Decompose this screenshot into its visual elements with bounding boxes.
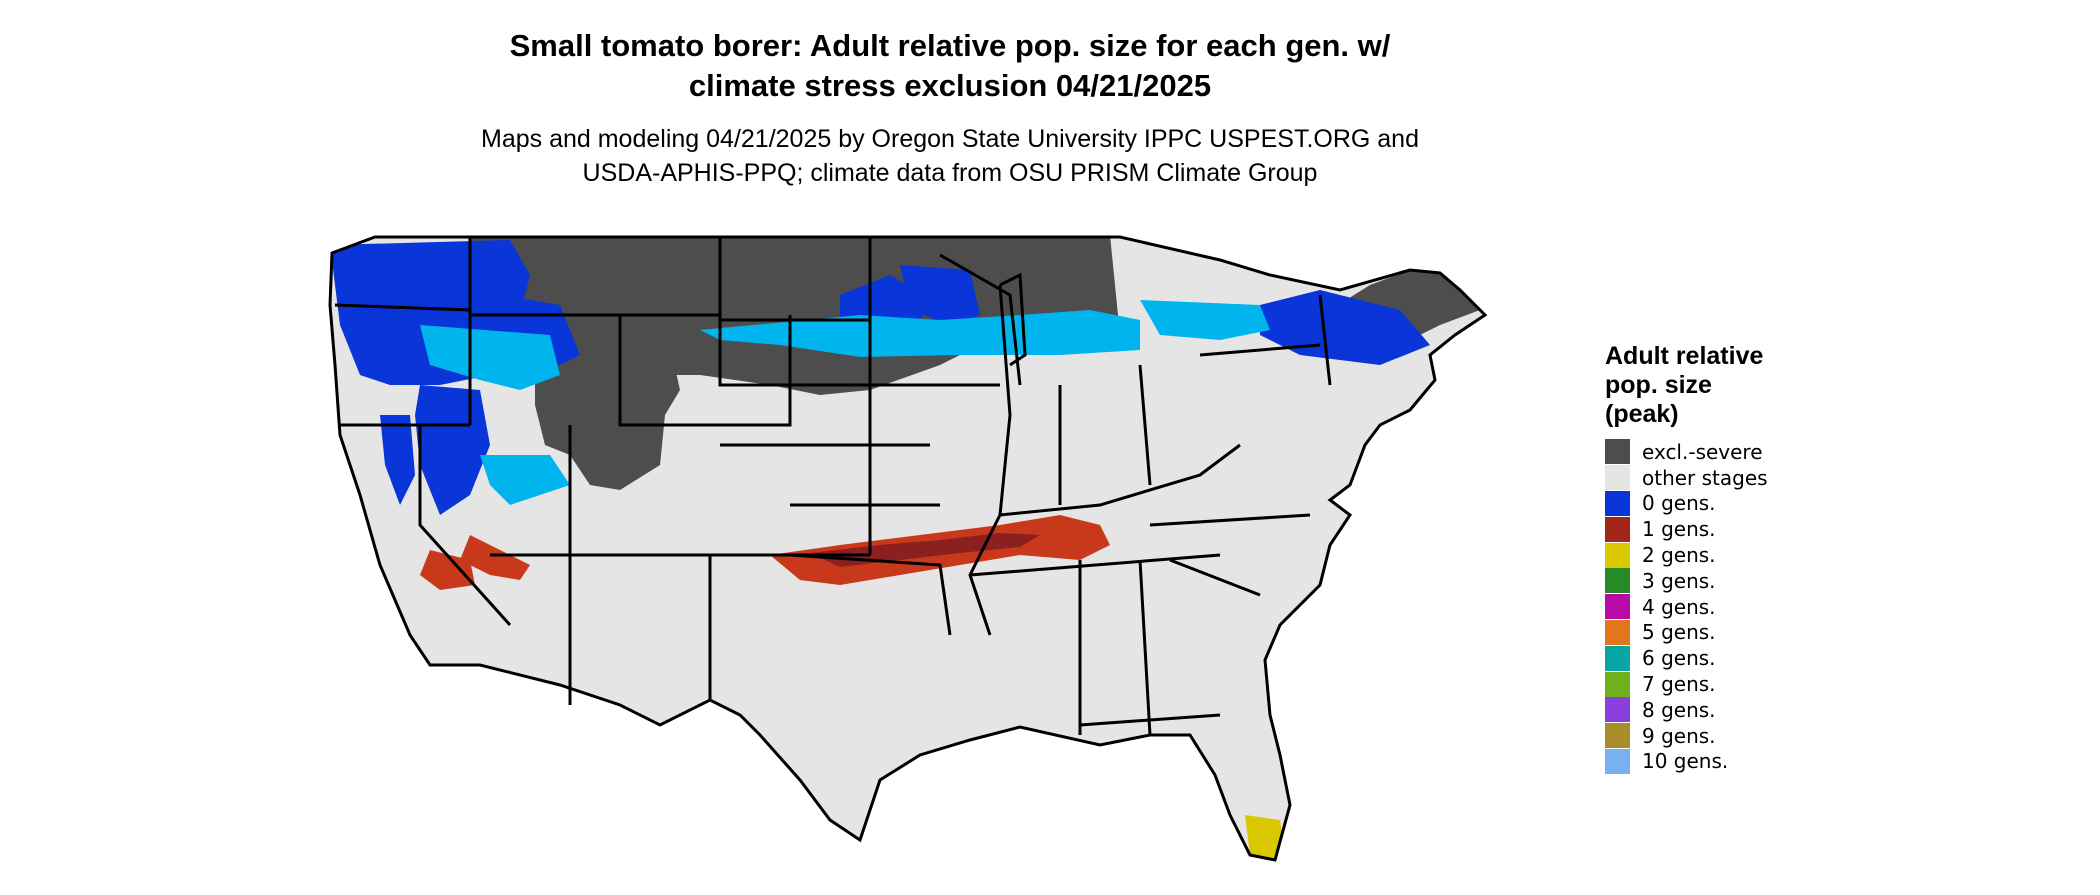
legend-title-line-1: Adult relative <box>1605 342 1764 370</box>
border-ca-nv <box>418 425 512 627</box>
region-0gens-sierra <box>380 415 415 505</box>
border-ohio-river <box>999 443 1241 517</box>
legend-swatch <box>1605 439 1630 465</box>
legend-label: 9 gens. <box>1642 723 1716 748</box>
legend-swatch <box>1605 465 1630 491</box>
legend-swatch <box>1605 568 1630 594</box>
legend-title-line-2: pop. size <box>1605 371 1712 399</box>
legend-swatch <box>1605 723 1630 749</box>
region-1gens-california <box>420 550 475 590</box>
region-light-blue-west <box>420 325 560 390</box>
legend-item: 2 gens. <box>1605 542 1805 568</box>
legend-item: 1 gens. <box>1605 516 1805 542</box>
legend-label: 4 gens. <box>1642 594 1716 619</box>
region-light-blue-southwest <box>480 455 570 505</box>
legend-item: other stages <box>1605 465 1805 491</box>
map-subtitle-line-2: USDA-APHIS-PPQ; climate data from OSU PR… <box>582 159 1318 187</box>
legend-swatch <box>1605 748 1630 774</box>
legend-label: 5 gens. <box>1642 620 1716 645</box>
legend-swatch <box>1605 619 1630 645</box>
legend-label: excl.-severe <box>1642 439 1763 464</box>
legend-label: 2 gens. <box>1642 543 1716 568</box>
map-subtitle: Maps and modeling 04/21/2025 by Oregon S… <box>0 122 1900 190</box>
border-ok-tx <box>789 553 952 636</box>
legend-label: 3 gens. <box>1642 568 1716 593</box>
region-light-blue-plains <box>700 310 1140 357</box>
map-subtitle-line-1: Maps and modeling 04/21/2025 by Oregon S… <box>481 125 1419 153</box>
border-wa-or <box>334 303 471 312</box>
border-oh-pa <box>1138 364 1152 486</box>
border-dakotas <box>718 237 870 387</box>
legend-item: 0 gens. <box>1605 490 1805 517</box>
region-0gens-michigan <box>900 265 980 325</box>
legend-swatch <box>1605 490 1630 516</box>
legend: Adult relative pop. size (peak) excl.-se… <box>1605 342 1805 774</box>
legend-item: 4 gens. <box>1605 594 1805 620</box>
legend-label: 1 gens. <box>1642 517 1716 542</box>
region-1gens-arizona <box>460 535 530 580</box>
region-1gens-gulf-core <box>810 533 1040 567</box>
border-ny-pa <box>1199 343 1321 357</box>
legend-title-line-3: (peak) <box>1605 400 1679 428</box>
map-title-line-1: Small tomato borer: Adult relative pop. … <box>509 28 1391 63</box>
legend-label: 7 gens. <box>1642 672 1716 697</box>
map-title: Small tomato borer: Adult relative pop. … <box>0 26 1900 106</box>
legend-label: 6 gens. <box>1642 646 1716 671</box>
legend-items: excl.-severe other stages 0 gens. 1 gens. 2 … <box>1605 439 1805 774</box>
us-outline <box>328 235 1488 862</box>
region-light-blue-northeast <box>1140 300 1270 340</box>
legend-label: other stages <box>1642 465 1768 490</box>
us-map <box>328 235 1488 862</box>
legend-label: 8 gens. <box>1642 697 1716 722</box>
border-nc-sc <box>1169 558 1261 597</box>
region-2gens-south-florida <box>1245 815 1285 860</box>
border-va-nc <box>1149 513 1311 527</box>
border-wi-mi <box>939 253 1022 386</box>
legend-swatch <box>1605 645 1630 671</box>
border-wy <box>618 315 792 427</box>
map-title-line-2: climate stress exclusion 04/21/2025 <box>688 68 1212 103</box>
legend-item: 8 gens. <box>1605 697 1805 723</box>
legend-swatch <box>1605 671 1630 697</box>
legend-label: 0 gens. <box>1642 491 1716 516</box>
legend-swatch <box>1605 697 1630 723</box>
legend-swatch <box>1605 542 1630 568</box>
legend-item: 5 gens. <box>1605 619 1805 646</box>
border-lake-michigan <box>999 272 1027 367</box>
legend-swatch <box>1605 594 1630 620</box>
legend-item: 10 gens. <box>1605 748 1805 775</box>
state-borders <box>328 235 1488 862</box>
border-ga-fl <box>1079 713 1221 727</box>
legend-item: 6 gens. <box>1605 645 1805 671</box>
legend-label: 10 gens. <box>1642 749 1729 774</box>
legend-item: excl.-severe <box>1605 439 1805 465</box>
legend-title: Adult relative pop. size (peak) <box>1605 342 1805 429</box>
legend-item: 9 gens. <box>1605 723 1805 749</box>
border-tn-south <box>969 553 1221 577</box>
border-new-england <box>1318 294 1332 386</box>
legend-item: 3 gens. <box>1605 568 1805 594</box>
legend-swatch <box>1605 516 1630 542</box>
border-al-ga <box>1138 559 1152 736</box>
legend-item: 7 gens. <box>1605 671 1805 697</box>
